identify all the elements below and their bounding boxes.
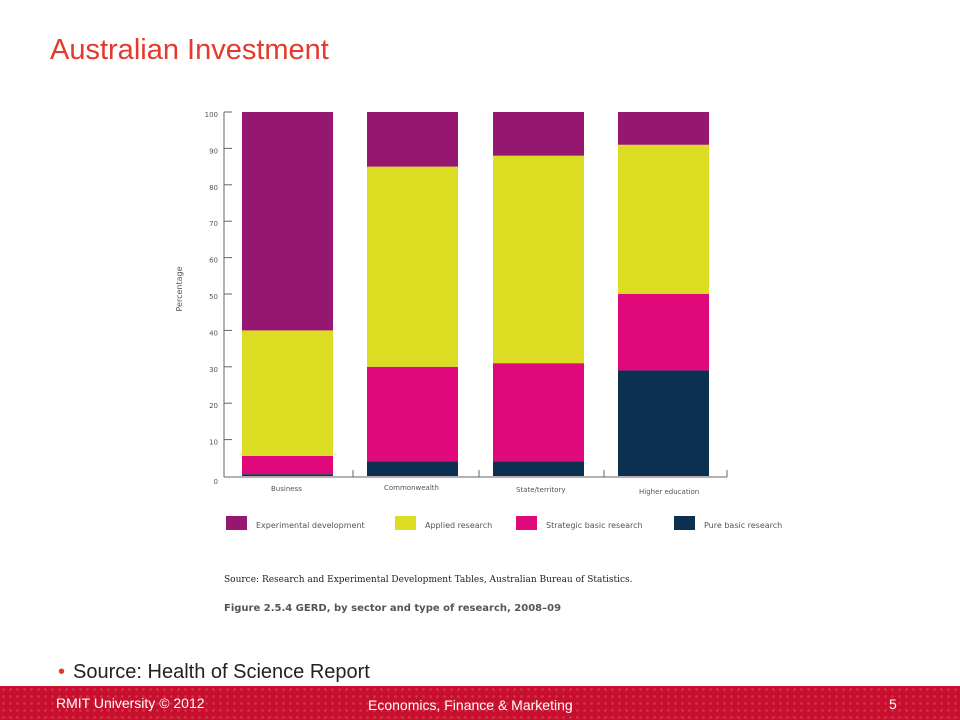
bar-segment-strategic-basic-research-higher-education bbox=[618, 294, 709, 371]
y-tick-label: 100 bbox=[205, 111, 218, 119]
legend-swatch bbox=[516, 516, 537, 530]
footer-copyright: RMIT University © 2012 bbox=[56, 695, 205, 711]
legend-swatch bbox=[395, 516, 416, 530]
bar-segment-strategic-basic-research-business bbox=[242, 455, 333, 475]
bar-segment-experimental-development-business bbox=[242, 112, 333, 331]
chart-legend: Experimental development Applied research… bbox=[226, 516, 782, 530]
y-tick-label: 0 bbox=[214, 478, 218, 486]
y-tick-label: 40 bbox=[209, 329, 218, 337]
page-number: 5 bbox=[889, 696, 897, 712]
y-tick-label: 80 bbox=[209, 184, 218, 192]
figure-source: Source: Research and Experimental Develo… bbox=[224, 575, 633, 585]
x-tick-label: Higher education bbox=[639, 488, 699, 496]
bar-segment-experimental-development-state-territory bbox=[493, 112, 584, 156]
y-tick-label: 10 bbox=[209, 439, 218, 447]
legend-label: Experimental development bbox=[256, 521, 365, 530]
figure-caption: Figure 2.5.4 GERD, by sector and type of… bbox=[224, 603, 561, 614]
bullet-dot: • bbox=[58, 661, 66, 683]
slide-title: Australian Investment bbox=[50, 34, 329, 66]
legend-swatch bbox=[226, 516, 247, 530]
legend-label: Applied research bbox=[425, 521, 492, 530]
bar-segment-applied-research-higher-education bbox=[618, 144, 709, 294]
chart-bars bbox=[242, 112, 709, 476]
legend-label: Pure basic research bbox=[704, 521, 782, 530]
x-tick-label: State/territory bbox=[516, 486, 566, 494]
bar-segment-applied-research-commonwealth bbox=[367, 166, 458, 367]
source-bullet-text: Source: Health of Science Report bbox=[73, 661, 370, 683]
bar-segment-strategic-basic-research-state-territory bbox=[493, 363, 584, 462]
stacked-bar-chart: 0 10 20 30 40 50 60 70 80 90 100 Percentage Business… bbox=[175, 111, 782, 614]
bar-segment-applied-research-state-territory bbox=[493, 155, 584, 364]
footer-bar: RMIT University © 2012 Economics, Financ… bbox=[0, 686, 960, 720]
bar-segment-pure-basic-research-higher-education bbox=[618, 370, 709, 476]
source-bullet: • Source: Health of Science Report bbox=[58, 661, 370, 684]
y-tick-label: 70 bbox=[209, 220, 218, 228]
bar-segment-pure-basic-research-commonwealth bbox=[367, 461, 458, 476]
legend-swatch bbox=[674, 516, 695, 530]
x-tick-label: Business bbox=[271, 485, 302, 493]
y-tick-label: 30 bbox=[209, 366, 218, 374]
bar-segment-strategic-basic-research-commonwealth bbox=[367, 366, 458, 462]
y-tick-label: 60 bbox=[209, 257, 218, 265]
footer-department: Economics, Finance & Marketing bbox=[368, 697, 573, 713]
y-tick-label: 20 bbox=[209, 402, 218, 410]
x-tick-label: Commonwealth bbox=[384, 484, 439, 492]
bar-segment-pure-basic-research-business bbox=[242, 474, 333, 476]
y-axis-title: Percentage bbox=[175, 266, 184, 311]
chart-axes: 0 10 20 30 40 50 60 70 80 90 100 Percentage Business… bbox=[175, 111, 728, 496]
bar-segment-pure-basic-research-state-territory bbox=[493, 461, 584, 476]
y-tick-label: 90 bbox=[209, 147, 218, 155]
bar-segment-experimental-development-higher-education bbox=[618, 112, 709, 145]
y-tick-label: 50 bbox=[209, 293, 218, 301]
bar-segment-experimental-development-commonwealth bbox=[367, 112, 458, 167]
legend-label: Strategic basic research bbox=[546, 521, 643, 530]
bar-segment-applied-research-business bbox=[242, 330, 333, 456]
